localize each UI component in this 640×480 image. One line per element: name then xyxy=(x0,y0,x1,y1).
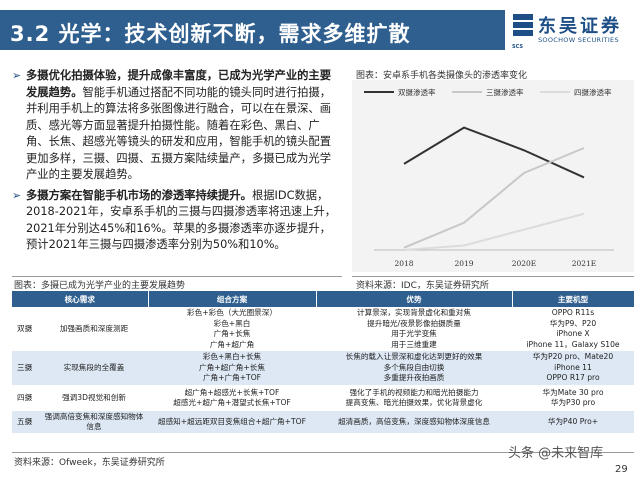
cell-combo-line: 广角+长焦 xyxy=(213,329,251,338)
cell-models-line: iPhone X xyxy=(556,329,590,338)
cell-need: 强调高倍变焦和深度感知物体信息 xyxy=(40,411,148,433)
table-source: 资料来源：Ofweek，东吴证券研究所 xyxy=(14,458,165,468)
cell-models-line: 华为P40 Pro+ xyxy=(547,416,599,426)
series-line xyxy=(403,147,585,249)
bullet-arrow-icon: ➢ xyxy=(12,69,22,82)
x-tick-label: 2020E xyxy=(512,259,537,268)
bullet-item: ➢ 多摄优化拍摄体验，提升成像丰富度，已成为光学产业的主要发展趋势。智能手机通过… xyxy=(12,68,342,184)
bullet-list: ➢ 多摄优化拍摄体验，提升成像丰富度，已成为光学产业的主要发展趋势。智能手机通过… xyxy=(12,68,342,258)
cell-advantage: 超清画质，高倍变焦，深度感知物体深度信息 xyxy=(316,411,512,433)
chart-source: 资料来源：IDC，东吴证券研究所 xyxy=(356,281,489,291)
cell-models: 华为P40 Pro+ xyxy=(512,411,634,433)
bullet-item: ➢ 多摄方案在智能手机市场的渗透率持续提升。根据IDC数据，2018-2021年… xyxy=(12,188,342,254)
watermark: 头条 @未来智库 xyxy=(508,446,604,461)
cell-combo: 彩色+黑白+长焦 广角+超广角+长焦 广角+广角+TOF xyxy=(148,351,316,385)
bullet-arrow-icon: ➢ xyxy=(12,188,22,202)
x-tick-label: 2021E xyxy=(572,259,597,268)
cell-combo-line: 彩色+黑白+长焦 xyxy=(202,352,262,362)
title-bar: 3.2 光学：技术创新不断，需求多维扩散 SCS 东吴证券 SOOCHOW SE… xyxy=(0,0,640,56)
chart-title: 图表：安卓系手机各类摄像头的渗透率变化 xyxy=(356,71,528,81)
table-header-row: 核心需求 组合方案 优势 主要机型 xyxy=(12,291,635,307)
series-line xyxy=(403,126,585,179)
page-title: 3.2 光学：技术创新不断，需求多维扩散 xyxy=(10,22,411,46)
divider xyxy=(12,452,634,453)
cell-combo-line: 广角+超广角+长焦 xyxy=(199,362,265,372)
divider xyxy=(352,276,634,277)
cell-models-line: 华为P20 pro、Mate20 xyxy=(532,352,614,362)
cell-combo: 超感知+超远距双目变焦组合+超广角+TOF xyxy=(148,411,316,433)
cell-combo: 超广角+超感光+长焦+TOF 超感光+超广角+潜望式长焦+TOF xyxy=(148,385,316,411)
cell-advantage-line: 用于光学变焦 xyxy=(391,329,437,338)
cell-combo-line: 彩色+黑白 xyxy=(213,318,251,328)
bullet-body: 根据IDC数据，2018-2021年，安卓系手机的三摄与四摄渗透率将迅速上升，2… xyxy=(26,188,337,252)
cell-advantage-line: 提高变焦、暗光拍摄效果，优化背景虚化 xyxy=(345,398,483,407)
cell-advantage-line: 提升暗光/夜景影像拍摄质量 xyxy=(367,318,461,328)
cell-category: 三摄 xyxy=(12,351,40,385)
page-number: 29 xyxy=(615,464,628,475)
cell-need: 强调3D视觉和创新 xyxy=(40,385,148,411)
title-band xyxy=(0,10,505,50)
cell-advantage-line: 用于三维重建 xyxy=(391,339,437,349)
cell-category: 四摄 xyxy=(12,385,40,411)
legend-label: 三摄渗透率 xyxy=(486,87,524,97)
cell-combo-line: 广角+超广角 xyxy=(209,339,255,349)
cell-combo-line: 超广角+超感光+长焦+TOF xyxy=(184,387,280,397)
cell-models-line: iPhone 11 xyxy=(554,362,592,372)
company-logo: SCS 东吴证券 SOOCHOW SECURITIES xyxy=(512,10,636,52)
series-line xyxy=(403,212,585,251)
bullet-body: 智能手机通过搭配不同功能的镜头同时进行拍摄，并利用手机上的算法将多张图像进行融合… xyxy=(26,85,332,182)
cell-need: 实现焦段的全覆盖 xyxy=(40,351,148,385)
camera-scheme-table: 核心需求 组合方案 优势 主要机型 双摄 加强画质和深度测距 彩色+彩色（大光圈景深… xyxy=(12,291,635,433)
x-tick-label: 2019 xyxy=(454,259,473,268)
header-combo: 组合方案 xyxy=(148,291,317,307)
cell-advantage: 强化了手机的视频能力和暗光拍摄能力 提高变焦、暗光拍摄效果，优化背景虚化 xyxy=(316,385,512,411)
cell-combo-line: 广角+广角+TOF xyxy=(202,373,262,383)
cell-combo-line: 彩色+彩色（大光圈景深） xyxy=(187,308,277,317)
header-advantage: 优势 xyxy=(316,291,513,307)
bullet-heading: 多摄优化拍摄体验，提升成像丰富度，已成为光学产业的主要发展趋势。 xyxy=(26,69,332,99)
cell-combo-line: 超感光+超广角+潜望式长焦+TOF xyxy=(173,398,291,407)
logo-mark-icon xyxy=(513,14,533,36)
line-chart: 双摄渗透率 三摄渗透率 四摄渗透率 2018 2019 2020E 2021E xyxy=(364,87,614,268)
table-caption: 图表：多摄已成为光学产业的主要发展趋势 xyxy=(14,281,186,291)
table-row: 五摄 强调高倍变焦和深度感知物体信息 超感知+超远距双目变焦组合+超广角+TOF 超清… xyxy=(12,411,634,433)
cell-models-line: 华为Mate 30 pro xyxy=(542,387,604,397)
header-models: 主要机型 xyxy=(512,291,635,307)
header-need: 核心需求 xyxy=(12,291,149,307)
logo-mark-text: SCS xyxy=(512,44,523,50)
cell-advantage-line: 长焦的载入让景深和虚化达到更好的效果 xyxy=(345,352,483,362)
legend-label: 四摄渗透率 xyxy=(574,87,612,97)
cell-advantage-line: 超清画质，高倍变焦，深度感知物体深度信息 xyxy=(338,416,490,426)
chart-background xyxy=(352,80,634,272)
logo-name-en: SOOCHOW SECURITIES xyxy=(538,36,619,44)
legend-label: 双摄渗透率 xyxy=(398,87,436,97)
cell-advantage-line: 多重提升夜拍画质 xyxy=(383,373,445,383)
cell-models: 华为P20 pro、Mate20 iPhone 11 OPPO R17 pro xyxy=(512,351,634,385)
cell-models-line: iPhone 11，Galaxy S10e xyxy=(526,339,620,349)
cell-combo-line: 超感知+超远距双目变焦组合+超广角+TOF xyxy=(158,416,306,426)
table-row: 四摄 强调3D视觉和创新 超广角+超感光+长焦+TOF 超感光+超广角+潜望式长焦+T… xyxy=(12,385,634,411)
table-row: 三摄 实现焦段的全覆盖 彩色+黑白+长焦 广角+超广角+长焦 广角+广角+TOF 长焦的载… xyxy=(12,351,634,385)
cell-models-line: OPPO R11s xyxy=(551,308,595,317)
x-tick-label: 2018 xyxy=(394,259,413,268)
cell-advantage-line: 计算景深，实现背景虚化和重对焦 xyxy=(357,308,471,317)
cell-combo: 彩色+彩色（大光圈景深） 彩色+黑白 广角+长焦 广角+超广角 xyxy=(148,307,316,351)
cell-category: 双摄 xyxy=(12,307,40,351)
cell-models-line: 华为P30 pro xyxy=(550,398,596,407)
bullet-heading: 多摄方案在智能手机市场的渗透率持续提升。 xyxy=(26,188,252,202)
cell-advantage-line: 强化了手机的视频能力和暗光拍摄能力 xyxy=(349,387,479,397)
cell-models-line: 华为P9、P20 xyxy=(549,318,597,328)
divider xyxy=(12,276,342,277)
cell-advantage: 计算景深，实现背景虚化和重对焦 提升暗光/夜景影像拍摄质量 用于光学变焦 用于三维重建 xyxy=(316,307,512,351)
logo-name-cn: 东吴证券 xyxy=(538,16,622,37)
cell-advantage-line: 多个焦段自由切换 xyxy=(383,362,445,372)
cell-category: 五摄 xyxy=(12,411,40,433)
cell-advantage: 长焦的载入让景深和虚化达到更好的效果 多个焦段自由切换 多重提升夜拍画质 xyxy=(316,351,512,385)
cell-models-line: OPPO R17 pro xyxy=(546,373,600,383)
cell-models: 华为Mate 30 pro 华为P30 pro xyxy=(512,385,634,411)
table-row: 双摄 加强画质和深度测距 彩色+彩色（大光圈景深） 彩色+黑白 广角+长焦 广角+超广角计… xyxy=(12,307,634,351)
cell-need: 加强画质和深度测距 xyxy=(40,307,148,351)
